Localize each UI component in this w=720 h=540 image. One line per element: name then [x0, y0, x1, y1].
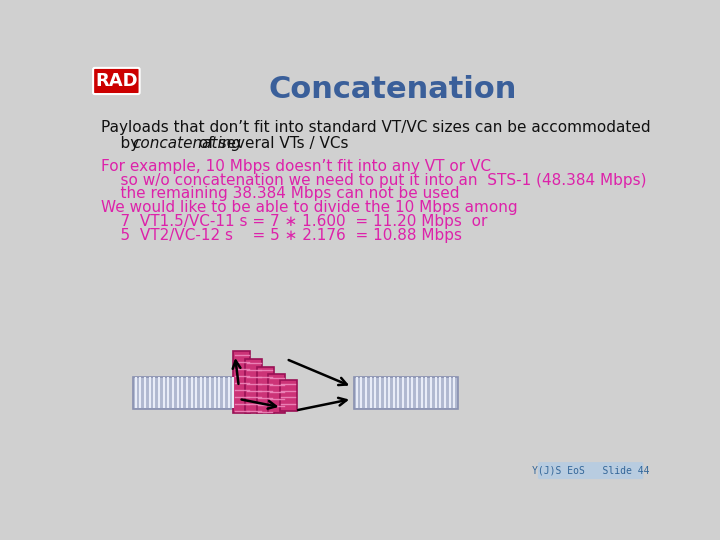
- FancyBboxPatch shape: [538, 462, 644, 479]
- Bar: [280, 380, 297, 410]
- Text: Y(J)S EoS   Slide 44: Y(J)S EoS Slide 44: [532, 465, 649, 476]
- Bar: [269, 374, 285, 413]
- Text: We would like to be able to divide the 10 Mbps among: We would like to be able to divide the 1…: [101, 200, 518, 215]
- Text: by: by: [101, 136, 144, 151]
- Bar: [354, 377, 458, 409]
- Text: of several VTs / VCs: of several VTs / VCs: [194, 136, 348, 151]
- Text: Concatenation: Concatenation: [268, 75, 516, 104]
- Text: 5  VT2/VC-12 s    = 5 ∗ 2.176  = 10.88 Mbps: 5 VT2/VC-12 s = 5 ∗ 2.176 = 10.88 Mbps: [101, 228, 462, 243]
- Bar: [256, 367, 274, 413]
- Text: Payloads that don’t fit into standard VT/VC sizes can be accommodated: Payloads that don’t fit into standard VT…: [101, 120, 650, 135]
- Text: 7  VT1.5/VC-11 s = 7 ∗ 1.600  = 11.20 Mbps  or: 7 VT1.5/VC-11 s = 7 ∗ 1.600 = 11.20 Mbps…: [101, 214, 487, 229]
- Text: so w/o concatenation we need to put it into an  STS-1 (48.384 Mbps): so w/o concatenation we need to put it i…: [101, 173, 647, 187]
- Text: concatenating: concatenating: [132, 136, 242, 151]
- FancyBboxPatch shape: [93, 68, 140, 94]
- Bar: [245, 359, 262, 413]
- Text: RAD: RAD: [95, 72, 138, 90]
- Bar: [233, 351, 251, 413]
- Text: the remaining 38.384 Mbps can not be used: the remaining 38.384 Mbps can not be use…: [101, 186, 459, 201]
- Text: For example, 10 Mbps doesn’t fit into any VT or VC: For example, 10 Mbps doesn’t fit into an…: [101, 159, 491, 174]
- Bar: [132, 377, 238, 409]
